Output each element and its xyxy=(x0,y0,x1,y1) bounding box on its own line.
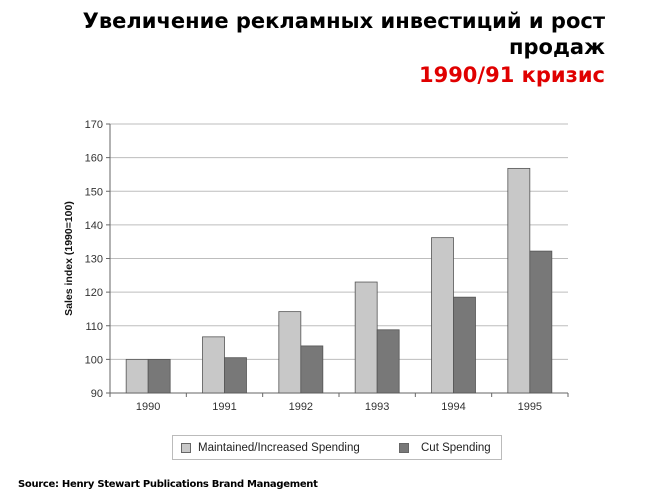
y-tick-label: 110 xyxy=(85,321,103,333)
y-tick-label: 150 xyxy=(85,186,103,198)
source-note: Source: Henry Stewart Publications Brand… xyxy=(18,479,318,490)
legend-label-maintained: Maintained/Increased Spending xyxy=(198,442,360,454)
slide-title-line2: продаж xyxy=(509,35,605,59)
bar-cut-1992 xyxy=(300,345,324,394)
y-tick-label: 90 xyxy=(91,388,103,400)
bar-cut-1990 xyxy=(147,358,171,394)
x-tick-label: 1992 xyxy=(289,401,313,413)
legend-swatch-cut xyxy=(399,443,409,453)
bar-maintained-1990 xyxy=(125,358,149,394)
x-tick-label: 1995 xyxy=(518,401,542,413)
y-axis-label: Sales index (1990=100) xyxy=(63,201,75,316)
x-tick-label: 1990 xyxy=(136,401,160,413)
bar-maintained-1991 xyxy=(202,336,225,394)
bar-maintained-1995 xyxy=(507,167,531,394)
bar-maintained-1992 xyxy=(278,311,302,394)
slide-title-line1: Увеличение рекламных инвестиций и рост xyxy=(82,9,605,33)
bar-cut-1994 xyxy=(453,296,476,394)
y-tick-label: 100 xyxy=(85,354,103,366)
bar-maintained-1993 xyxy=(354,281,378,394)
x-tick-label: 1994 xyxy=(441,401,465,413)
bar-cut-1991 xyxy=(224,357,247,394)
bar-maintained-1994 xyxy=(431,237,454,394)
bar-cut-1995 xyxy=(529,250,553,394)
y-tick-label: 160 xyxy=(85,153,103,165)
y-tick-label: 170 xyxy=(85,119,103,131)
x-tick-label: 1991 xyxy=(212,401,236,413)
legend-item-cut: Cut Spending xyxy=(399,442,491,454)
legend-swatch-maintained xyxy=(181,443,191,453)
y-tick-label: 130 xyxy=(85,254,103,266)
bar-cut-1993 xyxy=(376,329,400,394)
y-tick-label: 120 xyxy=(85,287,103,299)
chart-legend: Maintained/Increased Spending Cut Spendi… xyxy=(172,435,502,460)
y-tick-label: 140 xyxy=(85,220,103,232)
slide-subtitle: 1990/91 кризис xyxy=(418,63,605,87)
x-tick-label: 1993 xyxy=(365,401,389,413)
legend-item-maintained: Maintained/Increased Spending xyxy=(181,442,360,454)
legend-label-cut: Cut Spending xyxy=(421,442,491,454)
